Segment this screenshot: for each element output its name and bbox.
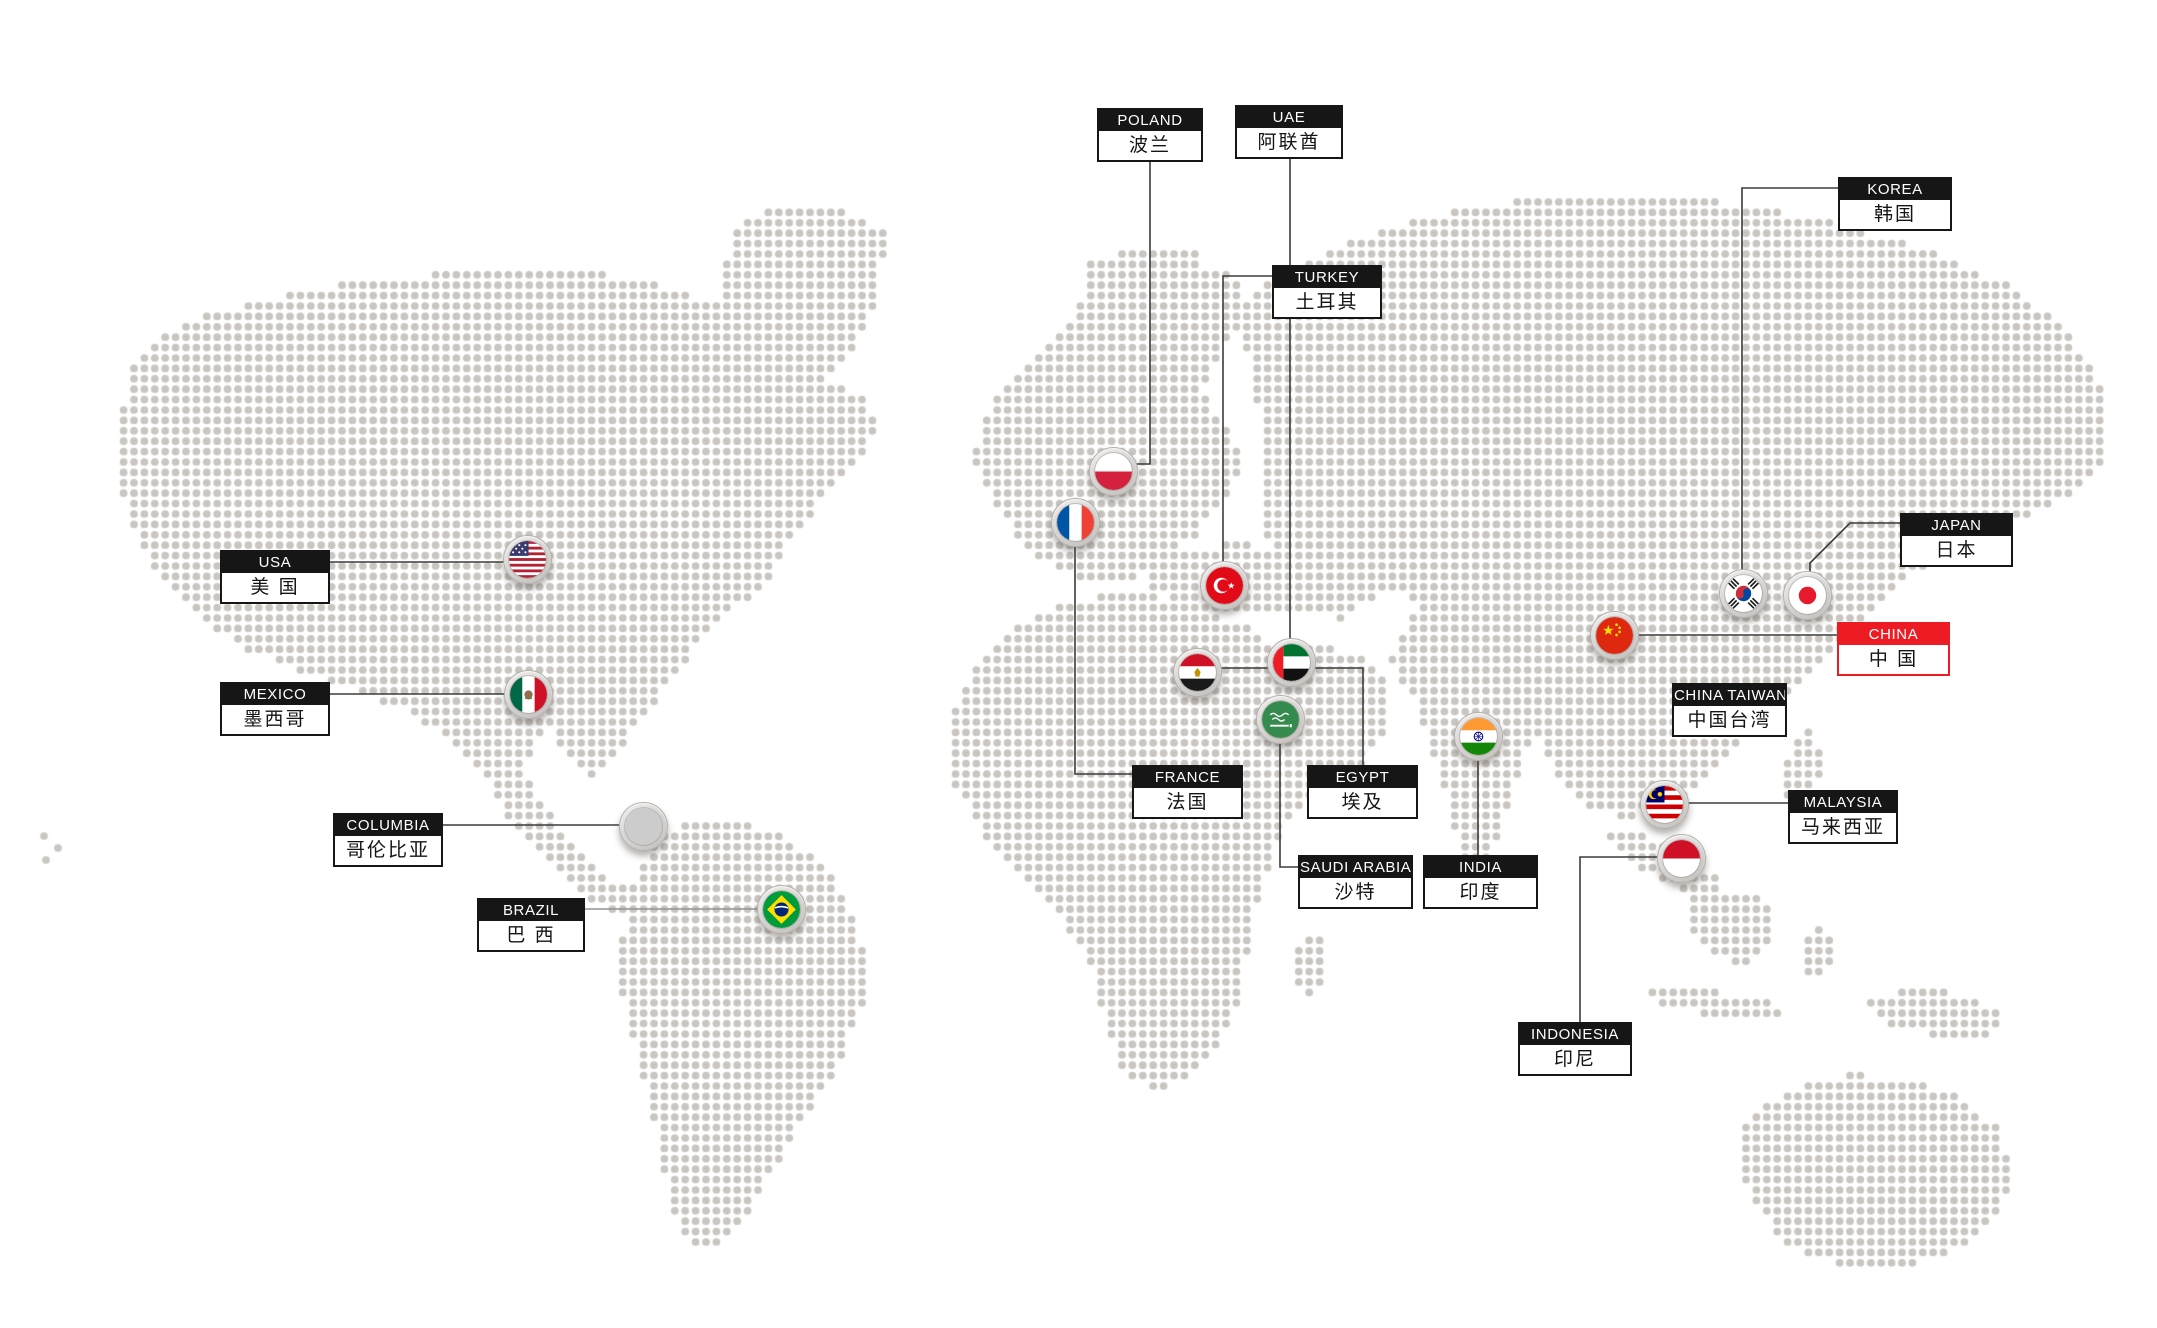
country-name-zh: 日本 xyxy=(1935,540,1978,561)
connector-france xyxy=(1074,546,1132,775)
flag-mexico-icon xyxy=(509,675,547,713)
country-name-en: BRAZIL xyxy=(479,900,583,921)
connector-saudi xyxy=(1279,743,1298,868)
map-pin-turkey xyxy=(1199,560,1249,610)
country-name-zh: 美 国 xyxy=(250,577,300,598)
country-name-zh: 土耳其 xyxy=(1295,292,1359,313)
country-label-egypt: EGYPT 埃及 xyxy=(1307,765,1418,819)
country-name-en: INDIA xyxy=(1425,857,1536,878)
map-pin-uae xyxy=(1266,637,1316,687)
map-pin-indonesia xyxy=(1656,833,1706,883)
country-name-en: MALAYSIA xyxy=(1790,792,1896,813)
country-name-en: POLAND xyxy=(1099,110,1201,131)
country-name-en: SAUDI ARABIA xyxy=(1300,857,1411,878)
country-name-zh: 墨西哥 xyxy=(243,709,307,730)
country-name-zh: 印尼 xyxy=(1553,1049,1596,1070)
country-label-uae: UAE 阿联酋 xyxy=(1235,105,1343,159)
country-name-zh: 印度 xyxy=(1459,882,1502,903)
country-name-zh: 巴 西 xyxy=(506,925,556,946)
country-name-zh: 中国台湾 xyxy=(1687,710,1772,731)
connector-japan xyxy=(1809,522,1900,572)
country-label-france: FRANCE 法国 xyxy=(1132,765,1243,819)
flag-usa-icon xyxy=(508,540,546,578)
flag-brazil-icon xyxy=(762,890,800,928)
country-label-china: CHINA 中 国 xyxy=(1837,622,1950,676)
country-name-en: USA xyxy=(222,552,328,573)
map-pin-korea xyxy=(1718,568,1768,618)
map-pin-japan xyxy=(1782,570,1832,620)
map-pin-mexico xyxy=(503,669,553,719)
country-name-en: KOREA xyxy=(1840,179,1950,200)
country-name-zh: 马来西亚 xyxy=(1800,817,1885,838)
flag-india-icon xyxy=(1459,717,1497,755)
map-pin-india xyxy=(1453,711,1503,761)
map-pin-malaysia xyxy=(1639,779,1689,829)
country-label-saudi: SAUDI ARABIA 沙特 xyxy=(1298,855,1413,909)
country-name-zh: 法国 xyxy=(1166,792,1209,813)
country-label-japan: JAPAN 日本 xyxy=(1900,513,2013,567)
country-name-zh: 哥伦比亚 xyxy=(345,840,430,861)
country-name-zh: 埃及 xyxy=(1341,792,1384,813)
flag-turkey-icon xyxy=(1205,566,1243,604)
country-name-en: MEXICO xyxy=(222,684,328,705)
country-label-columbia: COLUMBIA 哥伦比亚 xyxy=(333,813,443,867)
country-label-usa: USA 美 国 xyxy=(220,550,330,604)
country-label-korea: KOREA 韩国 xyxy=(1838,177,1952,231)
connector-korea xyxy=(1741,187,1838,570)
country-name-en: UAE xyxy=(1237,107,1341,128)
connector-turkey xyxy=(1222,275,1272,562)
map-pin-france xyxy=(1050,497,1100,547)
flag-malaysia-icon xyxy=(1645,785,1683,823)
country-name-zh: 中 国 xyxy=(1868,649,1919,670)
country-label-malaysia: MALAYSIA 马来西亚 xyxy=(1788,790,1898,844)
flag-saudi-icon xyxy=(1261,700,1299,738)
country-name-en: JAPAN xyxy=(1902,515,2011,536)
flag-columbia-icon xyxy=(624,807,662,845)
country-label-taiwan: CHINA TAIWAN 中国台湾 xyxy=(1672,683,1787,737)
flag-uae-icon xyxy=(1272,643,1310,681)
connector-indonesia xyxy=(1579,856,1657,1022)
flag-korea-icon xyxy=(1724,574,1762,612)
country-name-en: CHINA xyxy=(1839,624,1948,645)
flag-egypt-icon xyxy=(1178,653,1216,691)
country-name-en: INDONESIA xyxy=(1520,1024,1630,1045)
country-label-indonesia: INDONESIA 印尼 xyxy=(1518,1022,1632,1076)
country-label-poland: POLAND 波兰 xyxy=(1097,108,1203,162)
country-name-en: TURKEY xyxy=(1274,267,1380,288)
map-pin-brazil xyxy=(756,884,806,934)
map-pin-china xyxy=(1589,610,1639,660)
country-label-turkey: TURKEY 土耳其 xyxy=(1272,265,1382,319)
map-pin-usa xyxy=(502,534,552,584)
country-name-zh: 沙特 xyxy=(1334,882,1377,903)
flag-indonesia-icon xyxy=(1662,839,1700,877)
country-label-mexico: MEXICO 墨西哥 xyxy=(220,682,330,736)
map-pin-poland xyxy=(1088,446,1138,496)
country-label-india: INDIA 印度 xyxy=(1423,855,1538,909)
country-name-en: COLUMBIA xyxy=(335,815,441,836)
country-name-zh: 阿联酋 xyxy=(1257,132,1321,153)
country-name-zh: 韩国 xyxy=(1873,204,1916,225)
country-name-zh: 波兰 xyxy=(1128,135,1171,156)
map-pin-columbia xyxy=(618,801,668,851)
connector-poland xyxy=(1136,162,1151,465)
flag-china-icon xyxy=(1595,616,1633,654)
country-label-brazil: BRAZIL 巴 西 xyxy=(477,898,585,952)
map-pin-saudi xyxy=(1255,694,1305,744)
flag-poland-icon xyxy=(1094,452,1132,490)
map-pin-egypt xyxy=(1172,647,1222,697)
country-name-en: CHINA TAIWAN xyxy=(1674,685,1785,706)
country-name-en: EGYPT xyxy=(1309,767,1416,788)
flag-france-icon xyxy=(1056,503,1094,541)
flag-japan-icon xyxy=(1788,576,1826,614)
country-name-en: FRANCE xyxy=(1134,767,1241,788)
